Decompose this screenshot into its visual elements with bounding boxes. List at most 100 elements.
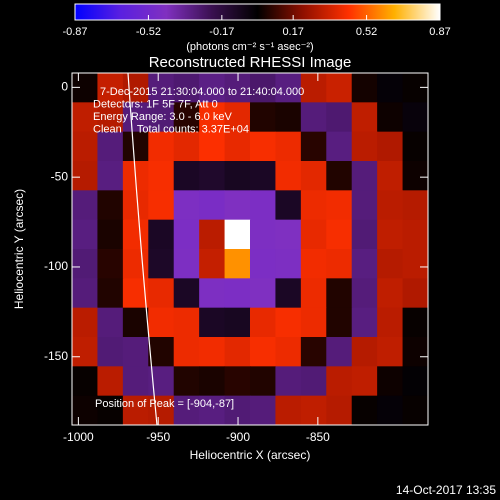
- heatmap-cell: [275, 73, 302, 103]
- heatmap-cell: [377, 131, 404, 162]
- heatmap-cell: [148, 73, 175, 103]
- heatmap-cell: [300, 366, 327, 397]
- heatmap-cell: [72, 102, 98, 133]
- heatmap-cell: [402, 219, 428, 250]
- heatmap-cell: [377, 73, 404, 103]
- heatmap-cell: [300, 102, 327, 133]
- heatmap-cell: [250, 190, 276, 221]
- solar-limb: [127, 73, 158, 425]
- heatmap-cell: [326, 190, 353, 221]
- colorbar-tick-label: 0.17: [282, 26, 303, 38]
- heatmap-cell: [199, 190, 226, 221]
- heatmap-cell: [97, 102, 124, 133]
- heatmap-cell: [275, 307, 302, 338]
- heatmap-cell: [275, 131, 302, 162]
- heatmap-cell: [72, 131, 98, 162]
- annotation: Clean Total counts: 3.37E+04: [93, 123, 249, 135]
- heatmap-cell: [402, 190, 428, 221]
- colorbar-label: (photons cm⁻² s⁻¹ asec⁻²): [186, 41, 313, 53]
- heatmap-cell: [122, 131, 149, 162]
- heatmap-cell: [122, 307, 149, 338]
- heatmap-cell: [377, 278, 404, 309]
- colorbar-tick-label: -0.52: [136, 26, 161, 38]
- heatmap-cell: [97, 190, 124, 221]
- heatmap-cell: [72, 366, 98, 397]
- heatmap-cell: [377, 161, 404, 191]
- heatmap-cell: [250, 219, 276, 250]
- heatmap-cell: [377, 219, 404, 250]
- heatmap-cell: [377, 307, 404, 338]
- heatmap-cell: [72, 190, 98, 221]
- y-tick-label: -150: [44, 349, 68, 363]
- heatmap-cell: [199, 131, 226, 162]
- heatmap-cell: [173, 249, 200, 279]
- heatmap-cell: [300, 131, 327, 162]
- heatmap-cell: [72, 278, 98, 309]
- heatmap-cell: [326, 249, 353, 279]
- heatmap-cell: [224, 366, 251, 397]
- heatmap-cell: [173, 337, 200, 367]
- heatmap-cell: [173, 219, 200, 250]
- heatmap-cell: [199, 73, 226, 103]
- heatmap-cell: [72, 249, 98, 279]
- heatmap-cell: [250, 249, 276, 279]
- heatmap-cell: [300, 219, 327, 250]
- heatmap-cell: [377, 366, 404, 397]
- heatmap-cell: [122, 395, 149, 425]
- heatmap-cell: [148, 190, 175, 221]
- heatmap-cell: [402, 337, 428, 367]
- heatmap-cell: [250, 73, 276, 103]
- heatmap-cell: [402, 307, 428, 338]
- heatmap-cell: [300, 73, 327, 103]
- heatmap-cell: [224, 337, 251, 367]
- heatmap-cell: [402, 395, 428, 425]
- heatmap-cell: [351, 102, 378, 133]
- heatmap-cell: [72, 395, 98, 425]
- heatmap-cell: [275, 102, 302, 133]
- heatmap-cell: [275, 395, 302, 425]
- heatmap-cell: [275, 249, 302, 279]
- heatmap-cell: [351, 307, 378, 338]
- heatmap-cell: [199, 278, 226, 309]
- heatmap-cell: [97, 366, 124, 397]
- heatmap-cell: [122, 190, 149, 221]
- heatmap-cell: [250, 337, 276, 367]
- heatmap-cell: [275, 190, 302, 221]
- heatmap-cell: [224, 249, 251, 279]
- heatmap-cell: [148, 395, 175, 425]
- heatmap-cell: [199, 249, 226, 279]
- heatmap-cell: [122, 249, 149, 279]
- heatmap-cell: [326, 102, 353, 133]
- heatmap-cell: [173, 190, 200, 221]
- annotation: Energy Range: 3.0 - 6.0 keV: [93, 111, 232, 123]
- heatmap-cell: [97, 395, 124, 425]
- heatmap-cell: [173, 278, 200, 309]
- heatmap-cell: [122, 102, 149, 133]
- heatmap: [72, 73, 428, 425]
- heatmap-cell: [326, 131, 353, 162]
- heatmap-cell: [97, 131, 124, 162]
- colorbar-tick-label: -0.87: [62, 26, 87, 38]
- heatmap-cell: [402, 161, 428, 191]
- heatmap-cell: [326, 219, 353, 250]
- heatmap-cell: [97, 337, 124, 367]
- heatmap-cell: [300, 337, 327, 367]
- heatmap-cell: [97, 219, 124, 250]
- heatmap-cell: [224, 307, 251, 338]
- heatmap-cell: [326, 337, 353, 367]
- heatmap-cell: [326, 395, 353, 425]
- colorbar-tick-label: 0.52: [356, 26, 377, 38]
- heatmap-cell: [173, 307, 200, 338]
- heatmap-cell: [173, 395, 200, 425]
- heatmap-cell: [351, 161, 378, 191]
- colorbar-tick-label: 0.87: [429, 26, 450, 38]
- heatmap-cell: [224, 102, 251, 133]
- x-tick-label: -1000: [63, 430, 94, 444]
- heatmap-cell: [224, 190, 251, 221]
- heatmap-cell: [173, 366, 200, 397]
- heatmap-cell: [199, 307, 226, 338]
- heatmap-cell: [326, 73, 353, 103]
- heatmap-cell: [250, 307, 276, 338]
- heatmap-cell: [148, 278, 175, 309]
